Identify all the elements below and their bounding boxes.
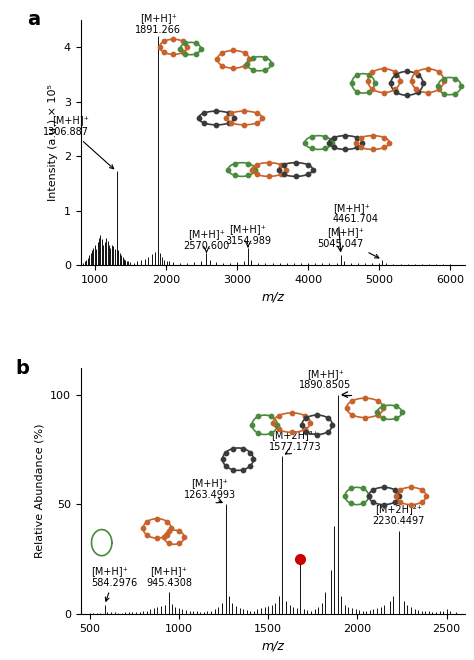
Text: [M+H]⁺
2570.600: [M+H]⁺ 2570.600 xyxy=(183,230,229,251)
Text: [M+H]⁺
5045.047: [M+H]⁺ 5045.047 xyxy=(317,227,379,258)
Text: [M+H]⁺
1263.4993: [M+H]⁺ 1263.4993 xyxy=(184,478,236,500)
Text: [M+H]⁺
584.2976: [M+H]⁺ 584.2976 xyxy=(91,566,137,601)
Text: a: a xyxy=(27,10,40,29)
Y-axis label: Intensity (a.u.) × 10⁵: Intensity (a.u.) × 10⁵ xyxy=(48,84,58,201)
Text: [M+H]⁺
1891.266: [M+H]⁺ 1891.266 xyxy=(135,13,181,35)
Text: [M+H]⁺
1306.887: [M+H]⁺ 1306.887 xyxy=(43,115,114,169)
Text: [M+H]⁺
945.4308: [M+H]⁺ 945.4308 xyxy=(146,566,192,587)
Text: [M+H]⁺
3154.989: [M+H]⁺ 3154.989 xyxy=(225,224,271,246)
Text: [M+H]⁺
4461.704: [M+H]⁺ 4461.704 xyxy=(333,203,379,224)
Y-axis label: Relative Abundance (%): Relative Abundance (%) xyxy=(34,424,44,558)
Text: b: b xyxy=(15,358,29,378)
X-axis label: m/z: m/z xyxy=(261,290,284,304)
Text: [M+H]⁺
1890.8505: [M+H]⁺ 1890.8505 xyxy=(299,369,351,390)
X-axis label: m/z: m/z xyxy=(261,639,284,652)
Text: [M+2H]²⁺
1577.1773: [M+2H]²⁺ 1577.1773 xyxy=(269,430,321,451)
Text: [M+2H]²⁺
2230.4497: [M+2H]²⁺ 2230.4497 xyxy=(372,504,425,526)
